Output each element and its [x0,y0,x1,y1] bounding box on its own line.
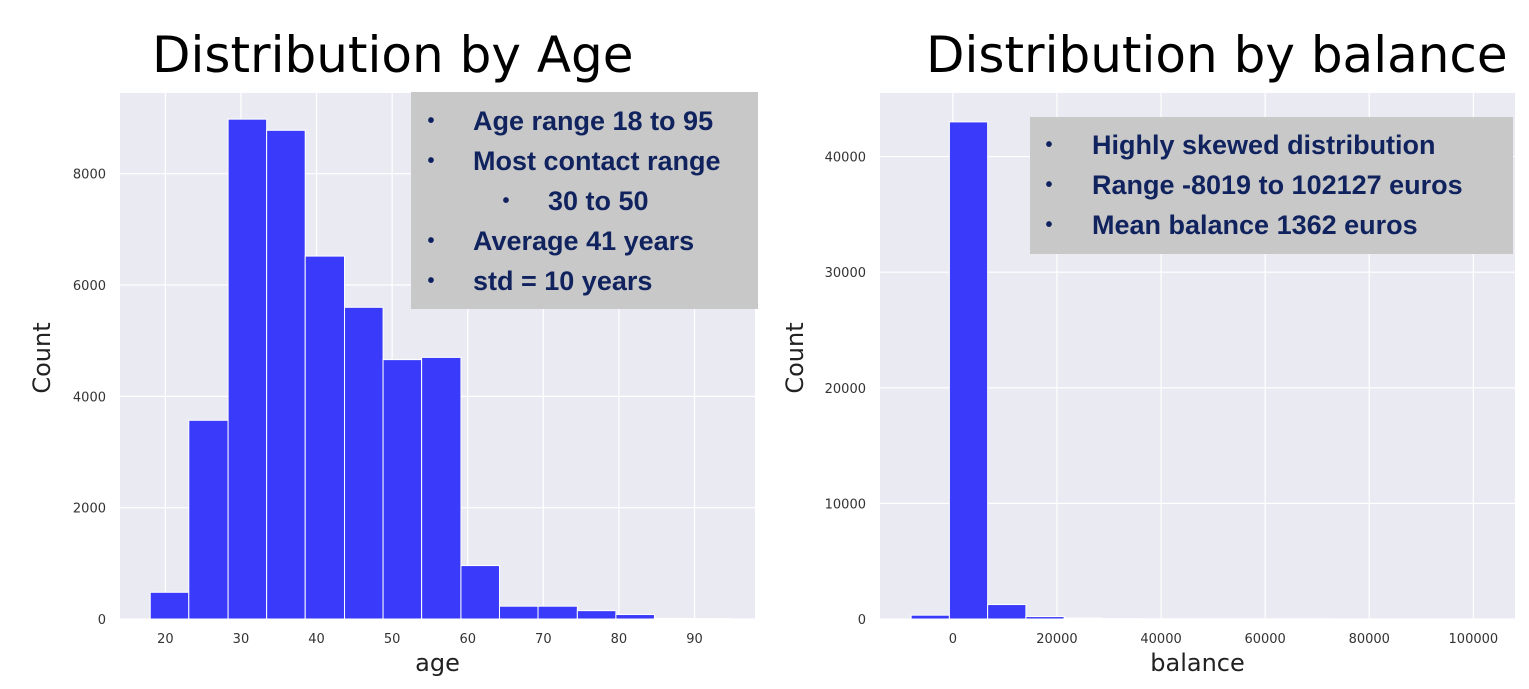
balance-histogram-bar [1025,616,1065,620]
age-histogram-bar [460,565,500,620]
balance-histogram-bar [1063,617,1103,620]
age-x-tick-label: 30 [233,632,250,647]
age-summary-list: • Age range 18 to 95 • Most contact range • 3… [411,92,758,301]
balance-histogram-bar [1178,618,1218,620]
balance-histogram-bar [1216,618,1256,620]
bullet-icon: • [1045,214,1053,236]
age-histogram-bar [304,255,346,620]
age-histogram-bar [421,356,462,620]
balance-summary-item: • Highly skewed distribution [1030,125,1513,165]
age-histogram-bar [188,419,229,620]
balance-x-axis-label: balance [1150,649,1245,677]
age-y-tick-label: 4000 [73,390,106,405]
bullet-icon: • [1045,174,1053,196]
age-summary-text: Average 41 years [473,226,695,256]
age-histogram-bar [693,618,733,620]
balance-x-tick-label: 0 [949,632,957,647]
balance-x-tick-label: 40000 [1140,632,1181,647]
balance-y-axis-label: Count [781,322,809,393]
chart-title-age: Distribution by Age [152,26,634,84]
age-histogram-bar [344,306,384,620]
age-x-tick-label: 40 [308,632,325,647]
balance-y-tick-label: 0 [858,613,866,628]
age-histogram-bar [227,118,268,620]
balance-summary-text: Range -8019 to 102127 euros [1092,170,1463,200]
balance-histogram-bar [1369,618,1409,620]
bullet-icon: • [1045,134,1053,156]
age-x-axis-label: age [415,649,460,677]
age-histogram-bar [615,614,655,620]
balance-histogram-bar [1331,618,1371,620]
balance-summary-box: • Highly skewed distribution • Range -8019 … [1030,117,1513,254]
age-histogram-bar [149,591,190,620]
age-histogram-bar [382,359,423,620]
age-histogram-bar [498,605,539,620]
age-summary-item: • 30 to 50 [411,181,758,221]
balance-histogram-bar [1446,618,1485,620]
age-histogram-bar [537,605,578,620]
age-summary-box: • Age range 18 to 95 • Most contact range • 3… [411,92,758,309]
age-summary-text: std = 10 years [473,266,653,296]
age-summary-text: 30 to 50 [548,186,649,216]
age-y-tick-label: 6000 [73,279,106,294]
age-summary-item: • Age range 18 to 95 [411,101,758,141]
age-x-tick-label: 50 [384,632,401,647]
balance-summary-text: Mean balance 1362 euros [1092,210,1418,240]
age-x-tick-label: 60 [459,632,476,647]
balance-summary-item: • Range -8019 to 102127 euros [1030,165,1513,205]
balance-summary-item: • Mean balance 1362 euros [1030,205,1513,245]
age-summary-item: • Most contact range [411,141,758,181]
balance-y-tick-label: 10000 [825,497,866,512]
balance-x-tick-label: 80000 [1349,632,1390,647]
balance-histogram-bar [948,121,989,620]
balance-x-tick-label: 20000 [1036,632,1077,647]
balance-histogram-bar [1254,618,1295,620]
bullet-icon: • [502,190,510,212]
balance-histogram-bar [1407,618,1448,620]
balance-x-tick-label: 60000 [1244,632,1285,647]
age-x-tick-label: 20 [157,632,174,647]
balance-summary-list: • Highly skewed distribution • Range -8019 … [1030,117,1513,245]
age-histogram-bar [576,610,617,620]
balance-summary-text: Highly skewed distribution [1092,130,1436,160]
age-y-tick-label: 2000 [73,502,106,517]
balance-y-tick-label: 30000 [825,266,866,281]
age-summary-text: Age range 18 to 95 [473,106,714,136]
age-x-tick-label: 70 [535,632,552,647]
bullet-icon: • [427,270,435,292]
balance-histogram-bar [1101,618,1142,620]
age-y-tick-label: 0 [98,613,106,628]
age-histogram-bar [266,129,306,620]
bullet-icon: • [427,150,435,172]
age-summary-item: • std = 10 years [411,261,758,301]
age-x-tick-label: 80 [611,632,628,647]
age-summary-text: Most contact range [473,146,721,176]
chart-title-balance: Distribution by balance [926,26,1508,84]
age-y-axis-label: Count [28,322,56,393]
bullet-icon: • [427,230,435,252]
age-histogram-bar [653,617,695,620]
balance-histogram-bar [1140,618,1180,620]
balance-histogram-bar [910,614,950,620]
age-y-tick-label: 8000 [73,168,106,183]
balance-histogram-bar [987,604,1027,620]
age-summary-item: • Average 41 years [411,221,758,261]
balance-y-tick-label: 40000 [825,151,866,166]
balance-y-tick-label: 20000 [825,382,866,397]
balance-x-tick-label: 100000 [1449,632,1499,647]
age-x-tick-label: 90 [686,632,703,647]
bullet-icon: • [427,110,435,132]
balance-histogram-bar [1293,618,1333,620]
